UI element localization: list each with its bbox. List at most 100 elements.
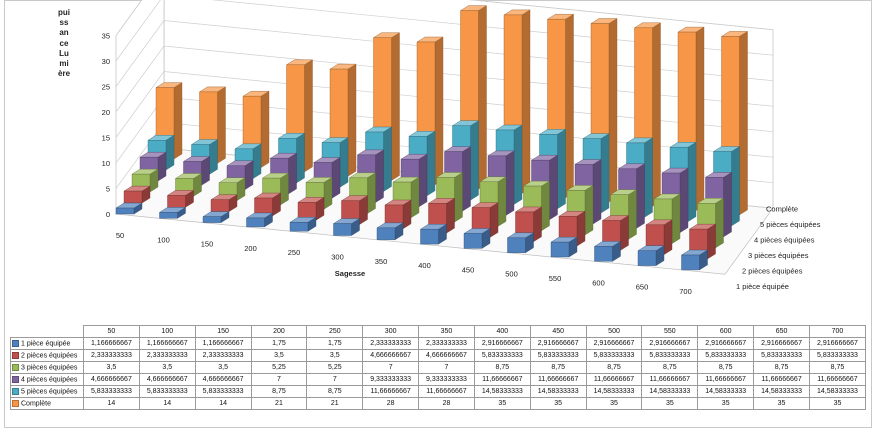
x-tick-label: 50: [116, 231, 124, 240]
table-row-label: 5 pièces équipées: [10, 385, 84, 398]
legend-swatch-icon: [12, 399, 19, 407]
table-cell: 2,916666667: [641, 337, 699, 350]
x-tick-label: 450: [462, 265, 475, 274]
table-cell: 2,916666667: [529, 337, 587, 350]
table-cell: 14,58333333: [808, 385, 867, 398]
table-cell: 4,666666667: [194, 373, 252, 386]
bar: [210, 194, 238, 212]
table-cell: 4,666666667: [418, 349, 475, 362]
table-cell: 5,25: [250, 361, 308, 374]
table-cell: 35: [473, 397, 531, 410]
table-cell: 7: [250, 373, 308, 386]
table-cell: 35: [808, 397, 867, 410]
table-column-header: 300: [362, 325, 420, 338]
bar: [506, 232, 535, 254]
table-row: 1 pièce équipée 1,166666667 1,166666667 1,1…: [10, 337, 867, 350]
table-cell: 14: [194, 397, 252, 410]
table-cell: 1,75: [306, 337, 364, 350]
table-column-header: 400: [473, 325, 531, 338]
table-cell: 5,833333333: [529, 349, 587, 362]
table-body: 1 pièce équipée 1,166666667 1,166666667 1,1…: [10, 337, 867, 410]
bar-chart-3d: 0 5 10 15 20 25 30 35 50 100 150 200 250 300 350 400 450…: [102, 0, 821, 296]
table-cell: 8,75: [808, 361, 867, 374]
legend-swatch-icon: [12, 351, 19, 359]
bar: [376, 222, 404, 241]
table-cell: 5,25: [306, 361, 364, 374]
table-cell: 11,66666667: [808, 373, 867, 386]
table-cell: 5,833333333: [697, 349, 755, 362]
bar: [680, 249, 709, 271]
table-cell: 28: [418, 397, 475, 410]
table-cell: 1,75: [250, 337, 308, 350]
x-axis-label: Sagesse: [335, 269, 365, 278]
bar: [297, 196, 325, 221]
bar: [419, 223, 448, 245]
table-row-label: 4 pièces équipées: [10, 373, 84, 386]
x-tick-label: 300: [331, 253, 344, 262]
table-row: 4 pièces équipées 4,666666667 4,666666667 4…: [10, 373, 867, 386]
table-cell: 21: [250, 397, 308, 410]
table-cell: 21: [306, 397, 364, 410]
table-cell: 11,66666667: [473, 373, 531, 386]
table-cell: 14,58333333: [753, 385, 810, 398]
table-row: Complète 14 14 14 21 21 28 28 35 35 35 35 35 35 35: [10, 397, 867, 410]
table-cell: 2,333333333: [83, 349, 140, 362]
bar: [158, 206, 187, 219]
series-label: 2 pièces équipées: [742, 267, 803, 276]
table-column-header: 650: [753, 325, 810, 338]
x-tick-label: 500: [505, 270, 518, 279]
table-cell: 11,66666667: [697, 373, 755, 386]
table-cell: 3,5: [250, 349, 308, 362]
table-cell: 2,333333333: [362, 337, 420, 350]
x-tick-label: 550: [549, 274, 562, 283]
table-column-header: 250: [306, 325, 364, 338]
table-cell: 2,916666667: [808, 337, 867, 350]
table-cell: 8,75: [697, 361, 755, 374]
y-tick-label: 5: [106, 185, 110, 194]
y-tick-label: 30: [102, 57, 110, 66]
table-row-label: 3 pièces équipées: [10, 361, 84, 374]
y-tick-label: 25: [102, 83, 110, 92]
table-cell: 8,75: [250, 385, 308, 398]
table-cell: 7: [306, 373, 364, 386]
table-cell: 3,5: [306, 349, 364, 362]
table-cell: 8,75: [753, 361, 810, 374]
gridline: [115, 0, 774, 36]
table-column-header: 550: [641, 325, 699, 338]
y-tick-label: 35: [102, 32, 110, 41]
table-column-header: 200: [250, 325, 308, 338]
x-tick-label: 100: [157, 235, 170, 244]
table-cell: 2,916666667: [697, 337, 755, 350]
table-column-header: 700: [808, 325, 867, 338]
legend-swatch-icon: [12, 339, 19, 347]
table-cell: 35: [641, 397, 699, 410]
bar: [593, 241, 622, 262]
table-cell: 35: [697, 397, 755, 410]
table-cell: 5,833333333: [808, 349, 867, 362]
bar: [115, 202, 143, 215]
series-label: Complète: [766, 205, 798, 214]
bar: [253, 192, 282, 217]
table-column-header: 50: [83, 325, 140, 338]
legend-swatch-icon: [12, 387, 19, 395]
table-cell: 11,66666667: [753, 373, 810, 386]
table-cell: 7: [362, 361, 420, 374]
table-cell: 2,916666667: [585, 337, 643, 350]
bar: [289, 216, 317, 232]
y-tick-label: 15: [102, 134, 110, 143]
table-cell: 14,58333333: [529, 385, 587, 398]
table-column-header: 500: [585, 325, 643, 338]
series-label: 4 pièces équipées: [754, 236, 815, 245]
series-label: 5 pièces équipées: [760, 220, 821, 229]
table-row: 3 pièces équipées 3,5 3,5 3,5 5,25 5,25 7 7 8,75…: [10, 361, 867, 374]
table-cell: 5,833333333: [585, 349, 643, 362]
y-tick-label: 10: [102, 159, 110, 168]
series-label: 1 pièce équipée: [736, 282, 789, 291]
x-tick-label: 650: [636, 283, 649, 292]
x-tick-label: 350: [375, 257, 388, 266]
table-row: 5 pièces équipées 5,833333333 5,833333333 5…: [10, 385, 867, 398]
table-cell: 5,833333333: [641, 349, 699, 362]
table-cell: 8,75: [306, 385, 364, 398]
table-cell: 9,333333333: [418, 373, 475, 386]
bar: [332, 218, 361, 236]
